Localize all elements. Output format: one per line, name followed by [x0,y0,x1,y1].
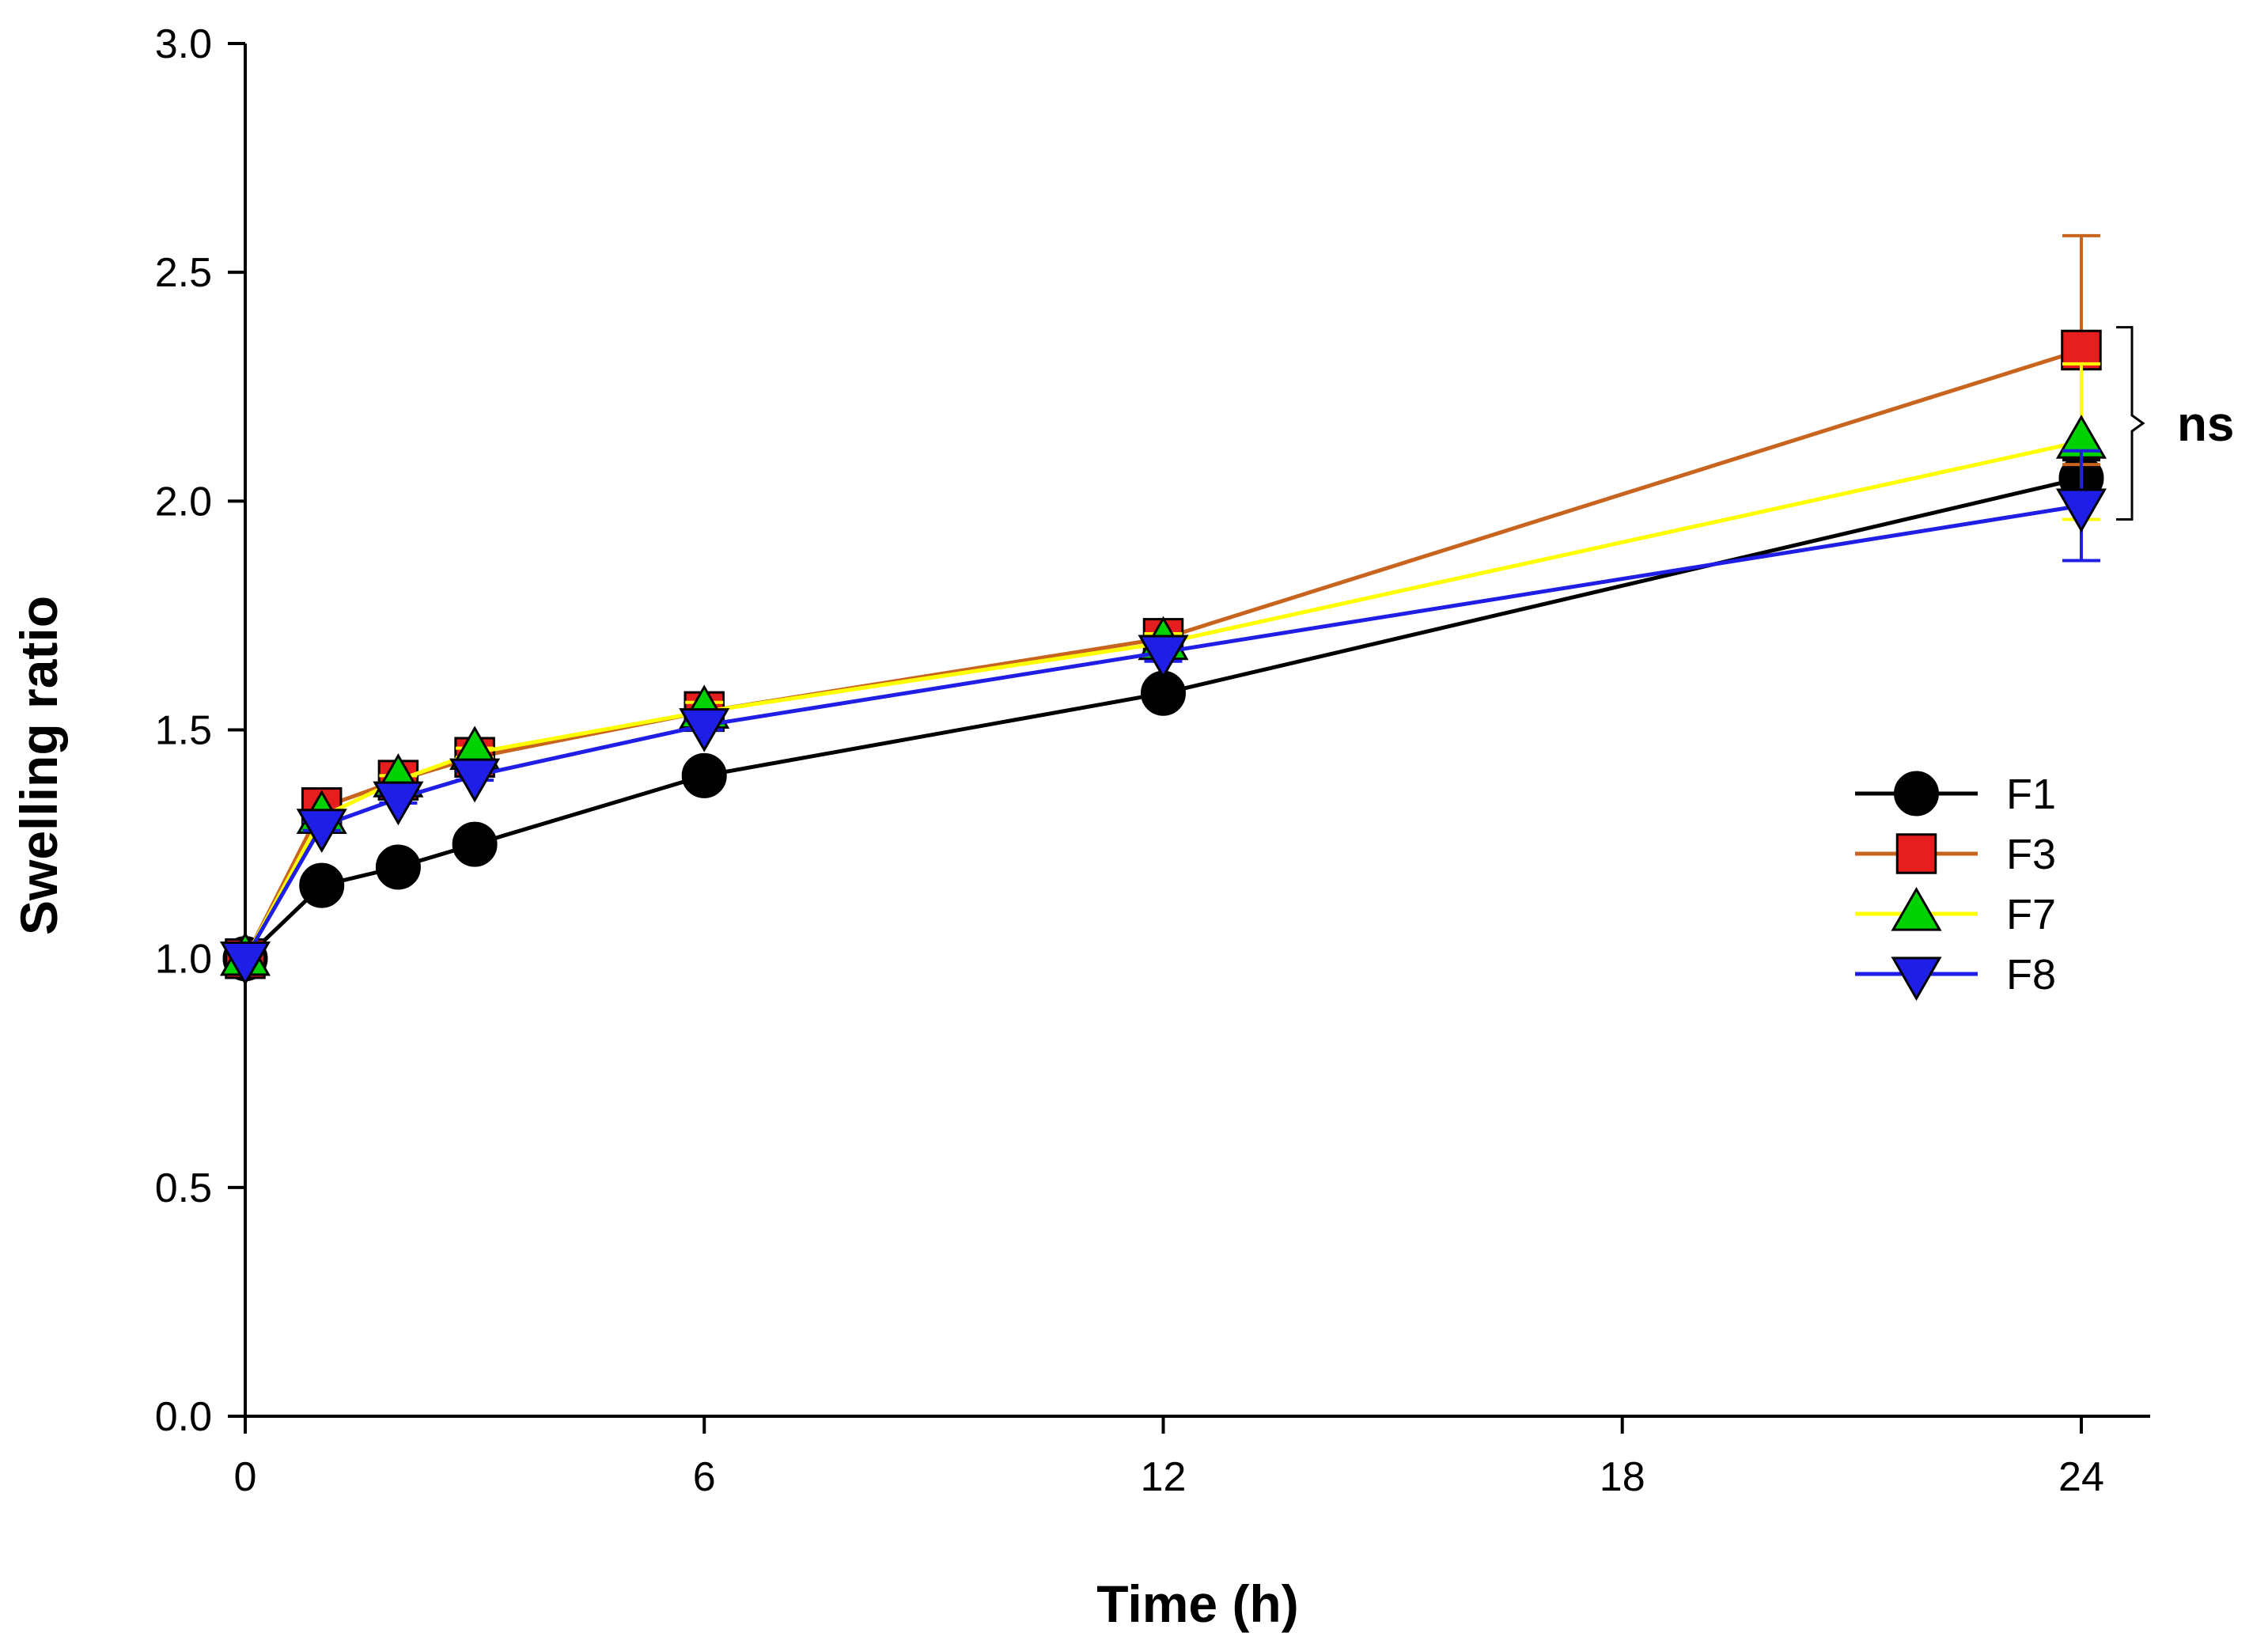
x-tick-label: 24 [2058,1454,2104,1500]
x-tick-label: 12 [1141,1454,1187,1500]
data-point-f1 [681,752,727,798]
legend-item-f7: F7 [1855,886,2056,938]
series-f8 [219,449,2107,986]
x-axis-title: Time (h) [1096,1574,1298,1633]
data-point-f8 [679,708,730,752]
legend-marker [1895,833,1937,874]
data-point-f8 [296,809,347,853]
axes: 0.0 0.5 1.0 1.5 2.0 2.5 3.0 0 6 12 18 24 [155,21,2150,1500]
data-point-f1 [299,862,345,908]
legend-item-f3: F3 [1855,831,2056,878]
data-point-f1 [375,844,421,890]
x-tick-label: 6 [693,1454,716,1500]
y-tick-label: 2.5 [155,250,212,296]
legend-item-f8: F8 [1855,951,2056,1002]
data-point-f8 [1138,635,1189,680]
significance-label: ns [2177,397,2234,452]
legend-item-f1: F1 [1855,771,2056,818]
data-point-f1 [452,821,498,867]
annotation-layer: ns [2116,326,2234,521]
legend-label: F1 [2006,771,2056,818]
data-point-f8 [373,781,424,826]
legend-label: F8 [2006,951,2056,998]
legend-marker [1894,771,1939,817]
legend: F1 F3 F7 F8 [1855,771,2056,1002]
legend-marker [1891,957,1942,1002]
y-tick-label: 0.5 [155,1165,212,1211]
y-tick-label: 1.5 [155,708,212,754]
legend-label: F7 [2006,891,2056,938]
significance-bracket [2116,326,2145,521]
data-point-f8 [449,758,501,803]
legend-label: F3 [2006,831,2056,878]
series-layer [219,233,2107,986]
x-tick-label: 0 [234,1454,257,1500]
y-tick-label: 2.0 [155,479,212,525]
data-point-f8 [2055,488,2107,533]
y-axis-title: Swelling ratio [9,596,68,935]
x-tick-label: 18 [1600,1454,1645,1500]
y-tick-label: 1.0 [155,937,212,983]
legend-marker [1891,886,1942,931]
y-tick-label: 3.0 [155,21,212,67]
data-point-f8 [219,942,271,986]
y-tick-label: 0.0 [155,1394,212,1440]
